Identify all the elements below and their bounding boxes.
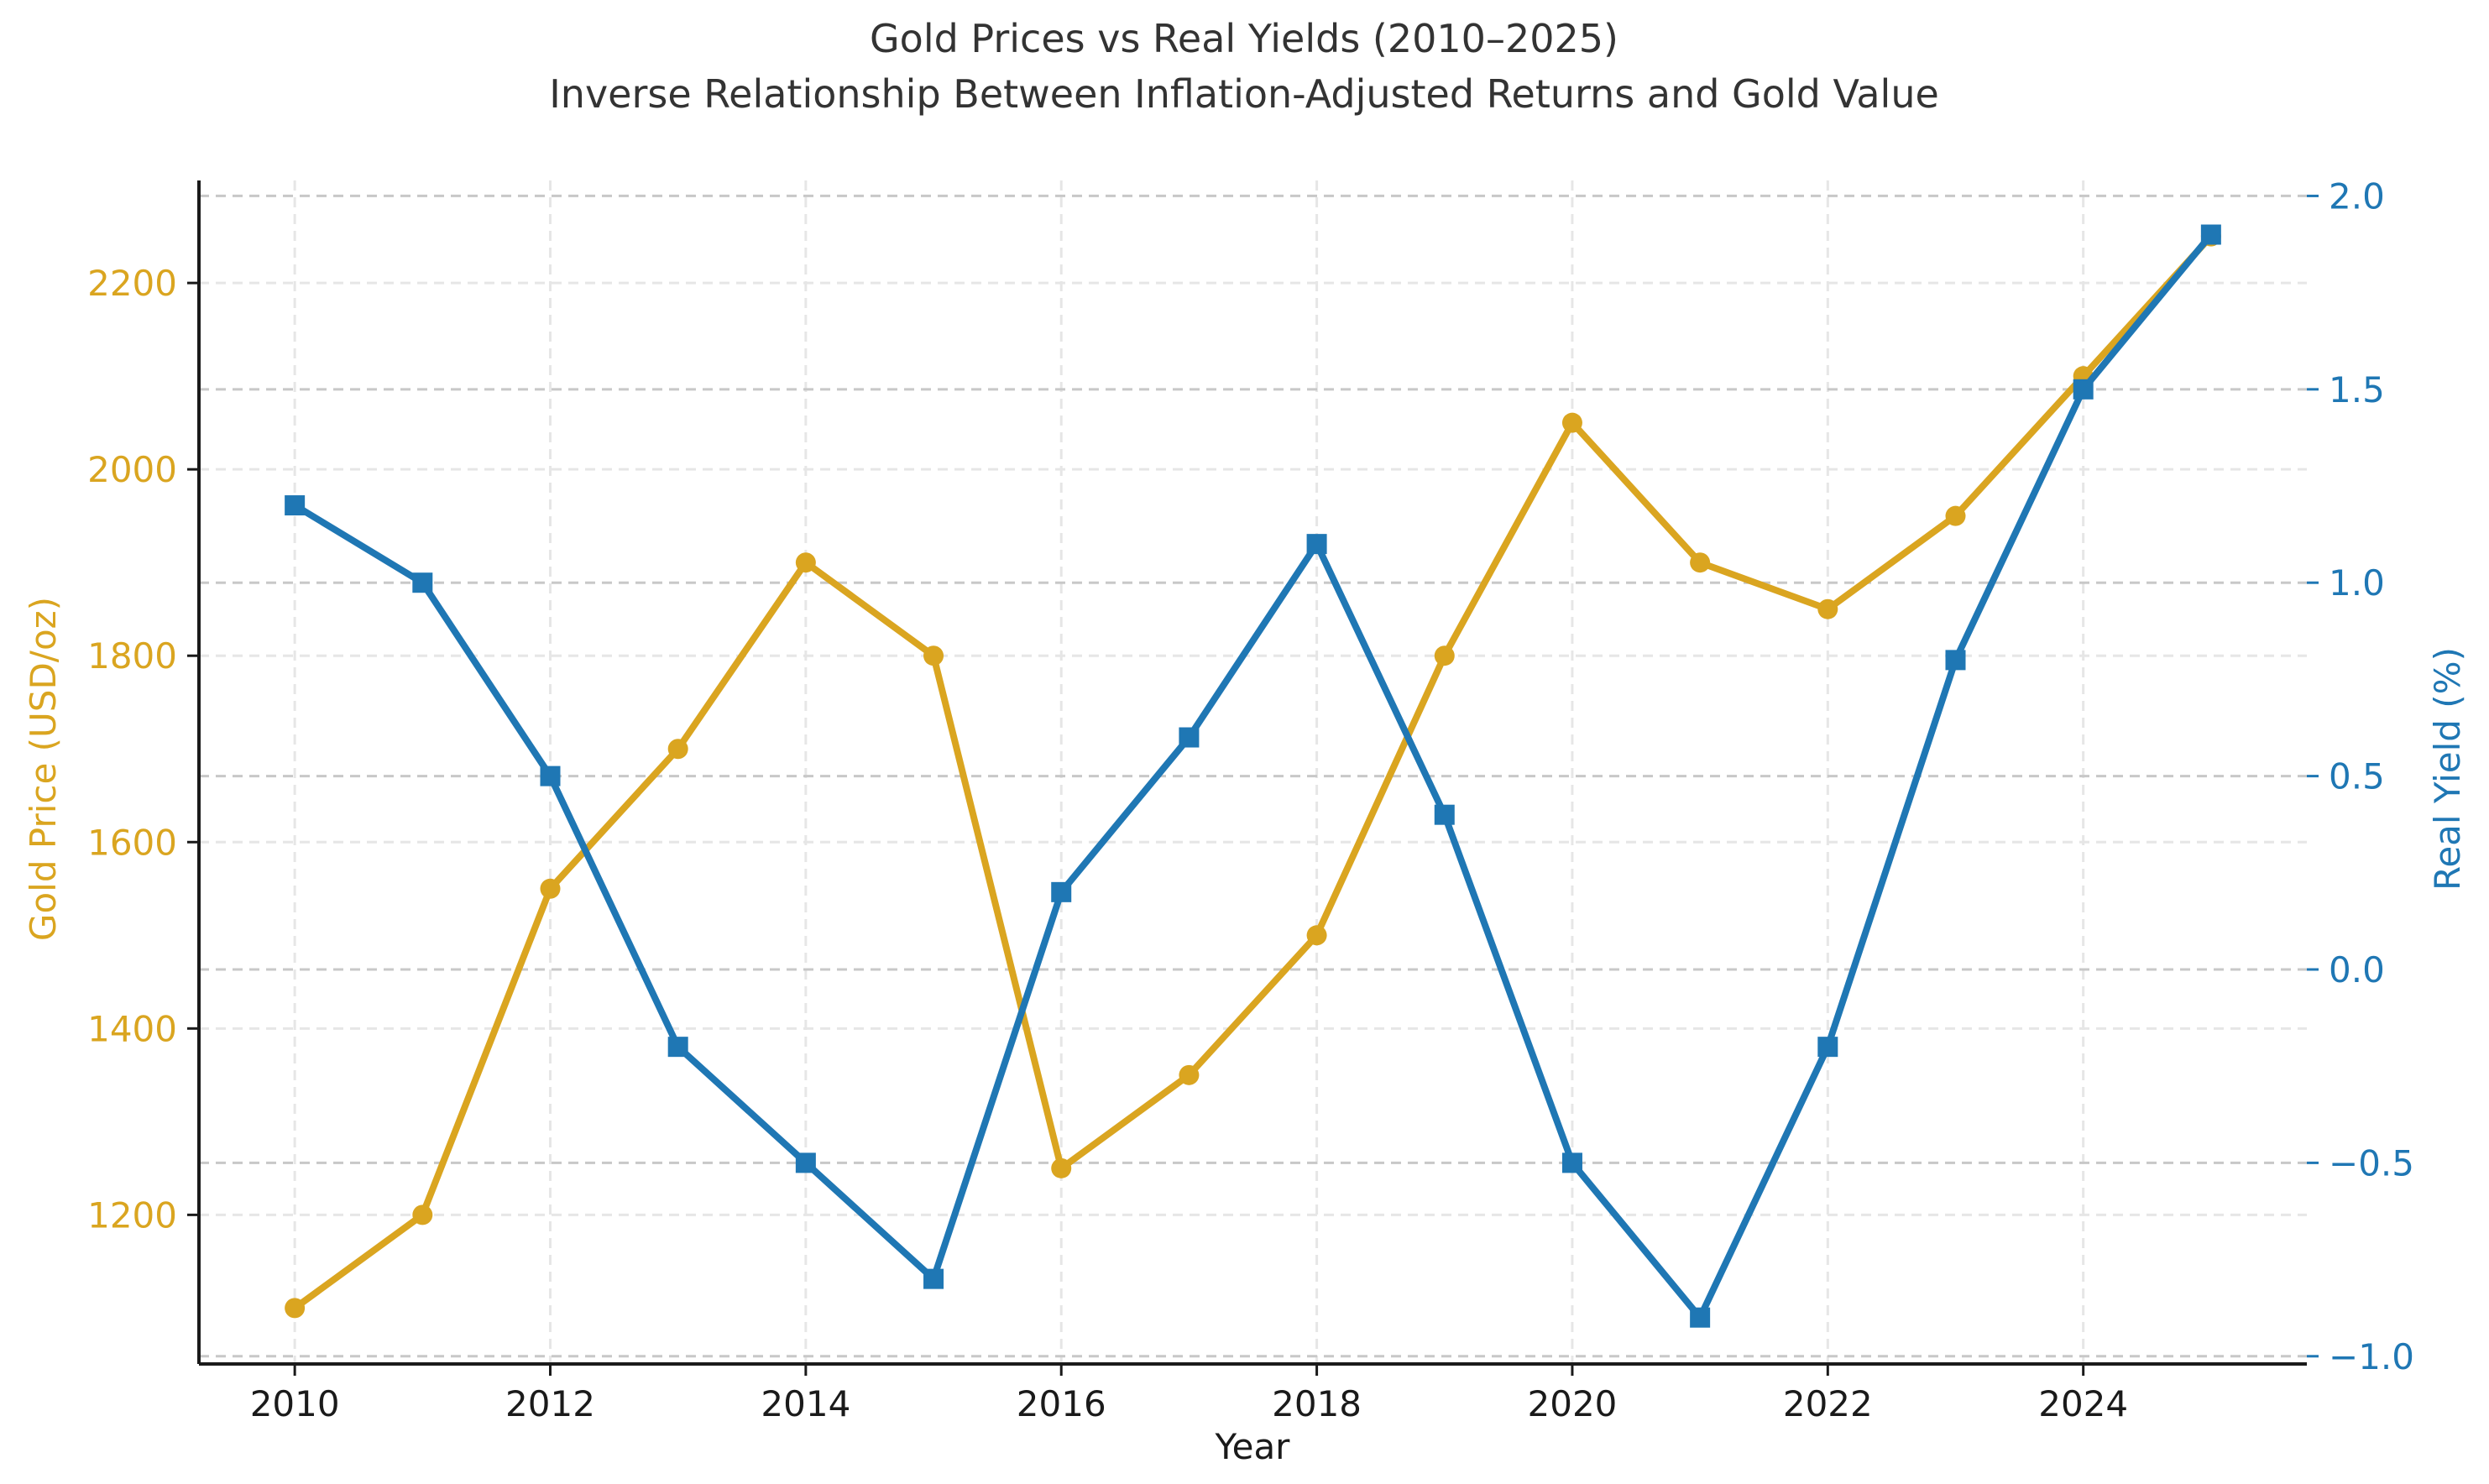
x-axis-label: Year xyxy=(1215,1426,1291,1467)
gold-price-point xyxy=(1690,552,1711,573)
left-tick-label: 1200 xyxy=(87,1194,177,1236)
gold-price-point xyxy=(667,739,688,760)
gold-price-line xyxy=(292,233,2214,1311)
x-tick-label: 2014 xyxy=(761,1383,850,1424)
gold-price-point xyxy=(1561,412,1582,433)
real-yield-point xyxy=(1306,534,1327,555)
x-tick-label: 2018 xyxy=(1272,1383,1362,1424)
real-yield-point xyxy=(1690,1307,1711,1328)
real-yield-point xyxy=(285,495,306,516)
real-yield-point xyxy=(412,572,433,593)
real-yield-point xyxy=(1434,804,1455,825)
gold-price-point xyxy=(540,878,561,899)
right-tick-label: 1.5 xyxy=(2329,369,2385,410)
real-yield-point xyxy=(923,1268,944,1289)
x-tick-label: 2020 xyxy=(1528,1383,1618,1424)
gold-price-point xyxy=(1306,925,1327,946)
left-tick-label: 1600 xyxy=(87,822,177,863)
right-tick-label: 0.0 xyxy=(2329,949,2385,990)
right-tick-label: −0.5 xyxy=(2329,1142,2414,1184)
gold-price-point xyxy=(412,1204,433,1225)
real-yield-point xyxy=(795,1152,816,1173)
right-axis-label: Real Yield (%) xyxy=(2427,647,2468,891)
gold-price-point xyxy=(1051,1157,1072,1178)
left-tick-label: 2200 xyxy=(87,263,177,304)
real-yield-point xyxy=(667,1037,688,1058)
real-yield-point xyxy=(1051,881,1072,902)
x-tick-label: 2010 xyxy=(250,1383,340,1424)
real-yield-point xyxy=(540,766,561,786)
right-tick-label: −1.0 xyxy=(2329,1336,2414,1377)
left-tick-label: 1800 xyxy=(87,635,177,677)
real-yield-point xyxy=(2200,224,2221,245)
left-tick-label: 2000 xyxy=(87,449,177,490)
left-axis-label: Gold Price (USD/oz) xyxy=(23,597,64,941)
x-tick-label: 2024 xyxy=(2038,1383,2128,1424)
gold-price-point xyxy=(1179,1064,1200,1085)
gold-price-point xyxy=(923,645,944,666)
right-tick-label: 1.0 xyxy=(2329,562,2385,604)
gold-price-point xyxy=(795,552,816,573)
real-yield-point xyxy=(1817,1037,1838,1058)
chart-subtitle: Inverse Relationship Between Inflation-A… xyxy=(549,71,1939,117)
real-yield-point xyxy=(1945,650,1966,671)
right-tick-label: 0.5 xyxy=(2329,756,2385,797)
gold-price-point xyxy=(1817,598,1838,619)
right-tick-label: 2.0 xyxy=(2329,175,2385,217)
x-tick-label: 2022 xyxy=(1783,1383,1873,1424)
gold-price-point xyxy=(285,1298,306,1319)
left-tick-label: 1400 xyxy=(87,1008,177,1049)
real-yield-point xyxy=(2073,379,2094,400)
chart-title: Gold Prices vs Real Yields (2010–2025) xyxy=(870,16,1618,61)
x-tick-label: 2016 xyxy=(1017,1383,1106,1424)
real-yield-point xyxy=(1561,1152,1582,1173)
gold-price-point xyxy=(1434,645,1455,666)
real-yield-line xyxy=(293,232,2214,1321)
gold-price-point xyxy=(1945,505,1966,526)
real-yield-point xyxy=(1179,727,1200,748)
x-tick-label: 2012 xyxy=(505,1383,595,1424)
